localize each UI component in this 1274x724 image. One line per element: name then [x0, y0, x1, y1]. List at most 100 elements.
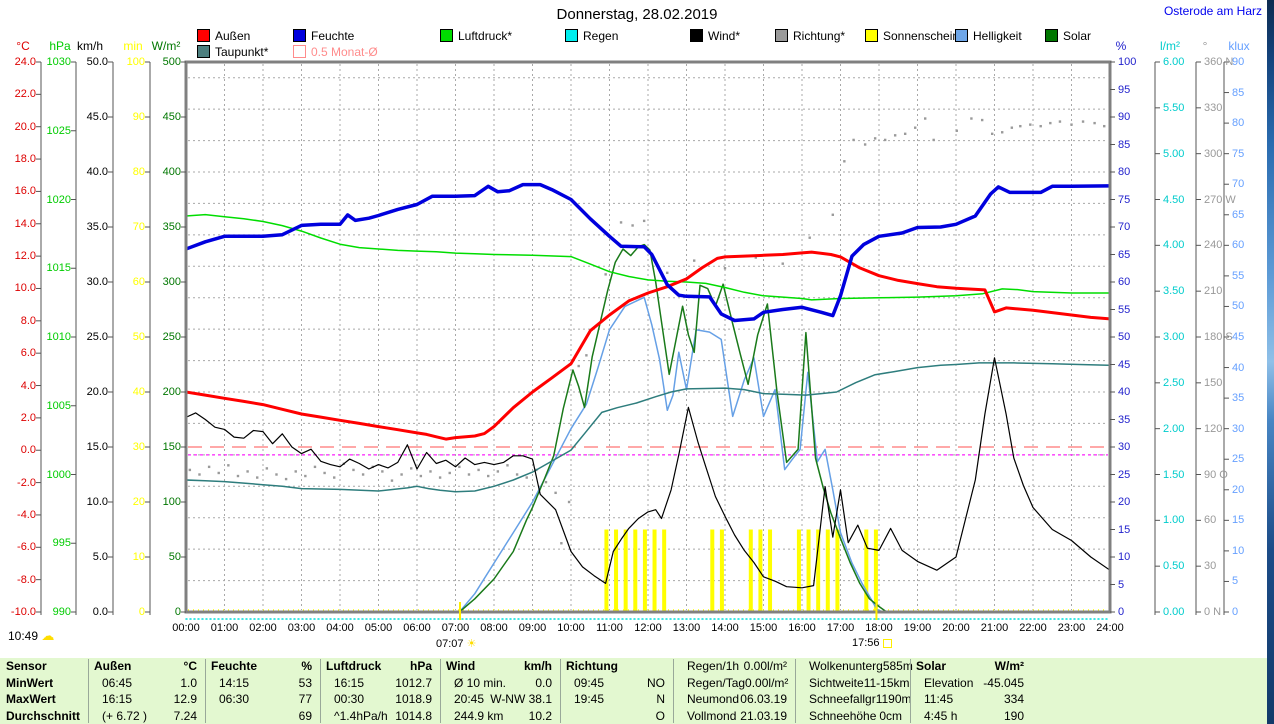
- table-cell: 06.03.19: [740, 692, 787, 706]
- table-separator: [560, 659, 561, 723]
- axis-tick-label: 5: [1118, 578, 1125, 591]
- sunset-icon: [882, 638, 892, 648]
- table-cell: Sichtweite: [809, 675, 864, 690]
- axis-tick-label: 4.50: [1163, 193, 1185, 206]
- axis-unit-°: °: [1202, 39, 1208, 53]
- legend-item-luftdruck-: Luftdruck*: [440, 28, 513, 43]
- axis-tick-label: 60: [1232, 239, 1245, 252]
- axis-tick-label: -6.0: [17, 541, 36, 554]
- axis-tick-label: -2.0: [17, 476, 36, 489]
- axis-tick-label: 1005: [46, 399, 71, 412]
- table-cell: Neumond: [687, 692, 740, 706]
- table-cell: Vollmond: [687, 708, 737, 723]
- axis-tick-label: 1025: [46, 124, 71, 137]
- richtung-dot: [333, 476, 336, 479]
- x-axis-label: 17:00: [826, 622, 855, 634]
- table-group-au-en: Außen °C 06:45 1.0 16:15 12.9 (+ 6.72 ) 7.24: [88, 658, 205, 724]
- x-axis-label: 11:00: [596, 622, 623, 634]
- axis-tick-label: 70: [1232, 178, 1245, 191]
- axis-tick-label: 1015: [46, 262, 71, 275]
- richtung-dot: [585, 354, 588, 357]
- table-cell: [80, 658, 88, 675]
- axis-tick-label: 30: [1232, 422, 1245, 435]
- richtung-dot: [487, 474, 490, 478]
- axis-tick-label: 30: [1118, 441, 1131, 453]
- axis-tick-label: 20: [132, 496, 145, 508]
- table-separator: [673, 659, 674, 723]
- axis-tick-label: 6.00: [1163, 56, 1185, 68]
- x-axis-label: 02:00: [249, 622, 277, 634]
- table-group-regen-1h: Regen/1h 0.00l/m² Regen/Tag 0.00l/m² Neumond…: [673, 658, 795, 724]
- richtung-dot: [188, 468, 192, 472]
- x-axis-label: 09:00: [518, 622, 547, 634]
- legend-label: Solar: [1063, 28, 1092, 43]
- legend-label: 0.5 Monat-Ø: [311, 44, 378, 59]
- richtung-dot: [980, 118, 984, 122]
- table-row: 20:45 W-NW 38.1: [440, 691, 560, 708]
- x-axis-label: 12:00: [634, 622, 662, 634]
- axis-tick-label: 75: [1232, 147, 1245, 160]
- axis-tick-label: 95: [1118, 83, 1131, 96]
- x-axis-label: 06:00: [403, 622, 431, 634]
- sonnenschein-bar: [604, 529, 609, 611]
- table-group-feuchte: Feuchte% 14:15 53 06:30 77 69: [205, 658, 320, 724]
- table-row: 69: [205, 708, 320, 724]
- axis-tick-label: 3.00: [1163, 331, 1185, 343]
- sunset-time: 17:56: [852, 637, 880, 649]
- richtung-dot: [1039, 124, 1042, 128]
- legend-swatch: [565, 29, 578, 42]
- legend-label: Außen: [215, 28, 251, 43]
- axis-tick-label: 0: [138, 606, 145, 618]
- x-axis-label: 14:00: [711, 622, 739, 634]
- series-au-en: [187, 250, 1109, 441]
- richtung-dot: [275, 473, 278, 476]
- axis-unit-km/h: km/h: [76, 39, 104, 53]
- axis-tick-label: 5.0: [92, 551, 108, 563]
- axis-unit-hPa: hPa: [49, 39, 71, 53]
- axis-unit-W/m²: W/m²: [151, 39, 181, 53]
- axis-tick-label: 22.0: [14, 88, 36, 101]
- legend-item-richtung-: Richtung*: [775, 29, 845, 43]
- table-row: 16:15 12.9: [88, 691, 205, 708]
- table-cell: 16:15: [334, 675, 365, 690]
- legend-label: Taupunkt*: [215, 44, 269, 59]
- axis-tick-label: 50: [1118, 331, 1131, 343]
- x-axis-label: 15:00: [749, 622, 778, 634]
- axis-tick-label: 90 O: [1204, 468, 1228, 481]
- series-wind: [187, 357, 1109, 589]
- table-row: ^1.4hPa/h 1014.8: [320, 708, 440, 724]
- richtung-dot: [808, 236, 811, 239]
- table-row: Regen/1h 0.00l/m²: [673, 658, 795, 675]
- x-axis-label: 03:00: [287, 622, 316, 634]
- axis-tick-label: 30.0: [86, 276, 108, 288]
- axis-tick-label: 24.0: [14, 56, 36, 68]
- x-axis-label: 16:00: [788, 622, 816, 634]
- richtung-dot: [831, 213, 834, 216]
- richtung-dot: [207, 465, 211, 469]
- axis-tick-label: 400: [162, 166, 181, 178]
- table-cell: 16:15: [102, 692, 133, 706]
- table-group-wolkenunterg: Wolkenunterg 585m Sichtweite 11-15km Schneef…: [795, 658, 913, 724]
- table-row: O: [560, 708, 673, 724]
- table-row: 06:45 1.0: [88, 675, 205, 692]
- axis-tick-label: 20: [1118, 496, 1131, 508]
- table-cell: 244.9 km: [454, 708, 504, 723]
- axis-tick-label: 40: [1232, 361, 1245, 374]
- axis-tick-label: 5: [1232, 575, 1239, 588]
- legend-item-regen: Regen: [565, 29, 618, 43]
- table-cell: [80, 691, 88, 708]
- richtung-dot: [458, 465, 461, 469]
- axis-tick-label: 100: [162, 496, 181, 508]
- axis-tick-label: 2.50: [1163, 376, 1185, 389]
- axis-tick-label: 80: [1232, 117, 1245, 130]
- window-edge-scrollbar: [1267, 0, 1274, 724]
- legend-label: Luftdruck*: [458, 28, 513, 43]
- x-axis-label: 18:00: [865, 622, 893, 634]
- table-row: Neumond 06.03.19: [673, 691, 795, 708]
- richtung-dot: [544, 480, 548, 484]
- axis-tick-label: 60: [132, 276, 145, 288]
- axis-tick-label: 18.0: [14, 153, 36, 166]
- axis-tick-label: 1020: [46, 193, 71, 206]
- table-row: Regen/Tag 0.00l/m²: [673, 675, 795, 692]
- series-solar: [459, 243, 886, 611]
